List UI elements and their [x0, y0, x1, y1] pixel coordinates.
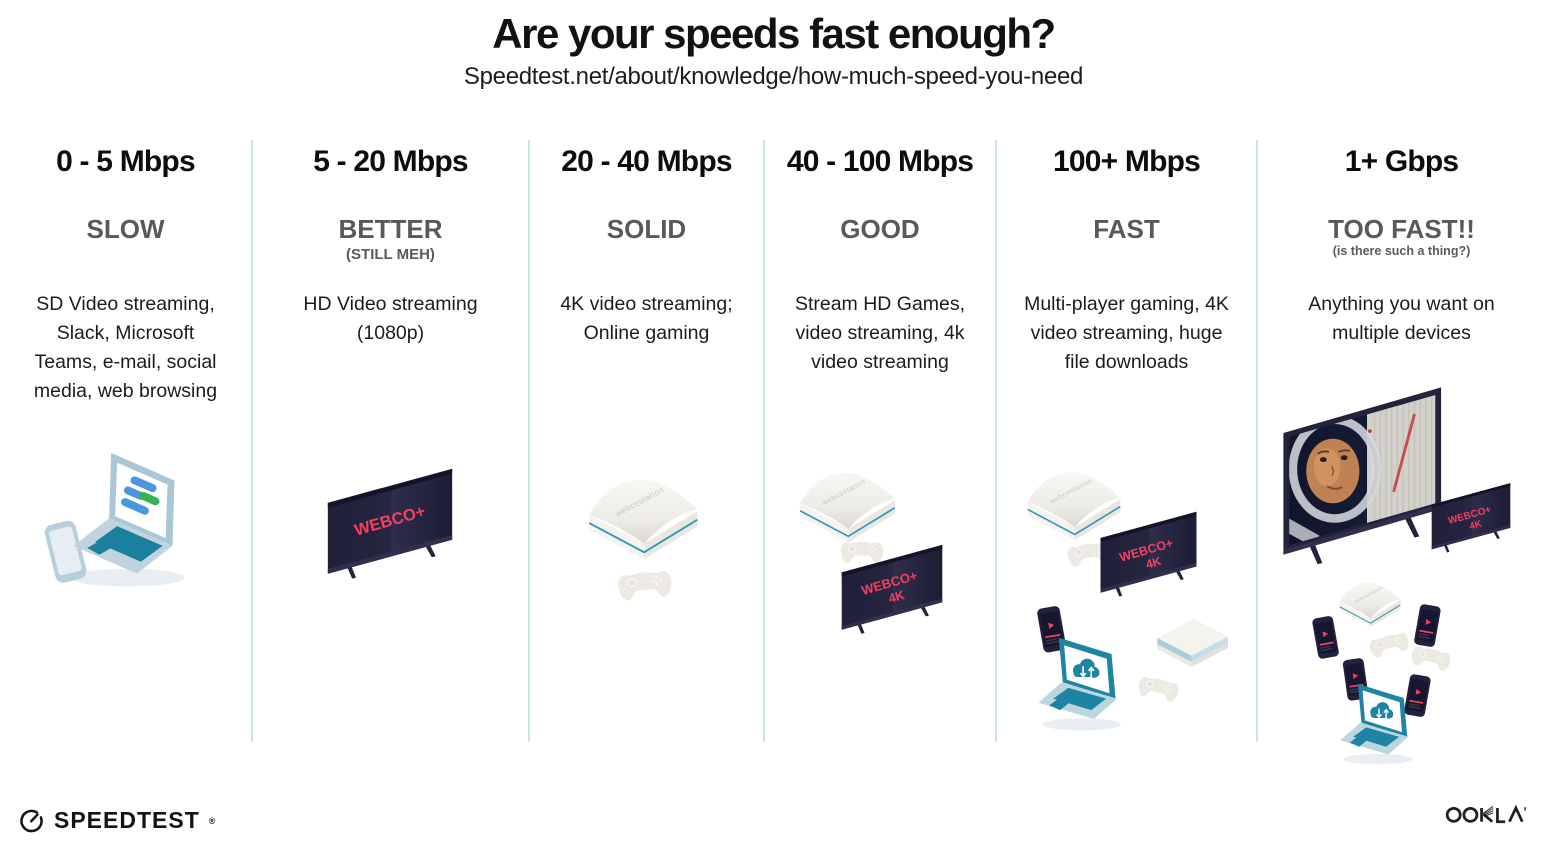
- tier-column-20-40-mbps: 20 - 40 Mbps SOLID 4K video streaming; O…: [530, 140, 765, 742]
- smartphone-icon: [44, 520, 87, 583]
- trademark-symbol: ®: [208, 815, 216, 826]
- rating-note: (is there such a thing?): [1332, 244, 1471, 258]
- everything-icon: WEBCO+ 4K webcostation: [1283, 387, 1511, 766]
- game-controller-2: [1409, 644, 1453, 673]
- speed-range: 40 - 100 Mbps: [786, 145, 974, 178]
- source-url: Speedtest.net/about/knowledge/how-much-s…: [463, 63, 1084, 90]
- tier-column-40-100-mbps: 40 - 100 Mbps GOOD Stream HD Games, vide…: [765, 140, 997, 742]
- big-movie-tv: [1283, 387, 1442, 565]
- game-console: [588, 478, 699, 561]
- game-controller: [840, 541, 884, 564]
- tv-4k-label: 4K: [1144, 554, 1163, 572]
- use-cases: Anything you want on multiple devices: [1308, 293, 1495, 344]
- rating-label: GOOD: [840, 214, 920, 244]
- page-title: Are your speeds fast enough?: [492, 10, 1056, 57]
- illustration-everything: WEBCO+ 4K webcostation: [1270, 368, 1530, 773]
- console-controller-icon: webcostation: [588, 478, 699, 602]
- illustration-game-console: webcostation: [564, 453, 729, 633]
- video-phone-icon: [1403, 673, 1432, 718]
- rating-label: SLOW: [86, 214, 165, 244]
- speedtest-wordmark: SPEEDTEST: [54, 807, 200, 833]
- rating-note: (STILL MEH): [346, 246, 435, 263]
- tier-column-5-20-mbps: 5 - 20 Mbps BETTER (STILL MEH) HD Video …: [253, 140, 530, 742]
- illustration-laptop-and-phone: [26, 435, 224, 603]
- slim-console: [1157, 619, 1228, 667]
- multi-device-icon: webcostation WEBCO+ 4K: [1026, 471, 1228, 732]
- tier-column-0-5-mbps: 0 - 5 Mbps SLOW SD Video streaming, Slac…: [0, 140, 253, 742]
- game-console: [799, 472, 896, 544]
- tier-column-100-plus-mbps: 100+ Mbps FAST Multi-player gaming, 4K v…: [997, 140, 1258, 742]
- speedtest-logo: SPEEDTEST ®: [18, 807, 215, 834]
- shadow: [69, 568, 185, 587]
- use-cases: Multi-player gaming, 4K video streaming,…: [1024, 293, 1229, 373]
- speed-range: 20 - 40 Mbps: [561, 145, 732, 178]
- illustration-multi-device: webcostation WEBCO+ 4K: [1011, 446, 1241, 771]
- speed-tier-columns: 0 - 5 Mbps SLOW SD Video streaming, Slac…: [0, 140, 1547, 766]
- rating-label: BETTER: [338, 214, 443, 244]
- speed-range: 0 - 5 Mbps: [56, 145, 196, 178]
- ookla-logo: [1445, 802, 1531, 831]
- laptop-chat-icon: [44, 452, 185, 587]
- illustration-hd-tv: WEBCO+: [315, 456, 465, 601]
- video-phone-icon: [1413, 603, 1442, 648]
- use-cases: 4K video streaming; Online gaming: [560, 293, 733, 344]
- use-cases: SD Video streaming, Slack, Microsoft Tea…: [33, 293, 218, 402]
- video-phone-icon: [1311, 615, 1340, 660]
- laptop-base: [73, 518, 173, 574]
- game-controller-2: [1136, 674, 1181, 704]
- use-cases: Stream HD Games, video streaming, 4k vid…: [794, 293, 966, 373]
- use-cases: HD Video streaming (1080p): [303, 293, 478, 344]
- game-console: [1339, 581, 1401, 628]
- game-controller: [616, 569, 674, 602]
- tv-icon: WEBCO+: [327, 468, 453, 579]
- speedtest-gauge-icon: [20, 809, 43, 833]
- rating-label: FAST: [1093, 214, 1160, 244]
- laptop-screen: [109, 452, 175, 546]
- game-console: [1026, 471, 1122, 542]
- game-controller: [1367, 630, 1411, 660]
- tier-column-1-plus-gbps: 1+ Gbps TOO FAST!! (is there such a thin…: [1258, 140, 1545, 766]
- speed-range: 5 - 20 Mbps: [313, 145, 468, 178]
- speed-range: 1+ Gbps: [1344, 145, 1459, 178]
- console-tv-icon: webcostation WEBCO+ 4K: [799, 472, 943, 634]
- illustration-console-and-4k-tv: webcostation WEBCO+ 4K: [777, 446, 982, 686]
- chat-bubbles: [121, 476, 160, 515]
- tv-4k-label: 4K: [1468, 518, 1483, 532]
- rating-label: TOO FAST!!: [1328, 214, 1475, 244]
- tv-4k-label: 4K: [887, 588, 906, 606]
- ookla-wordmark-icon: [1445, 804, 1526, 824]
- rating-label: SOLID: [606, 214, 687, 244]
- speed-range: 100+ Mbps: [1052, 145, 1201, 178]
